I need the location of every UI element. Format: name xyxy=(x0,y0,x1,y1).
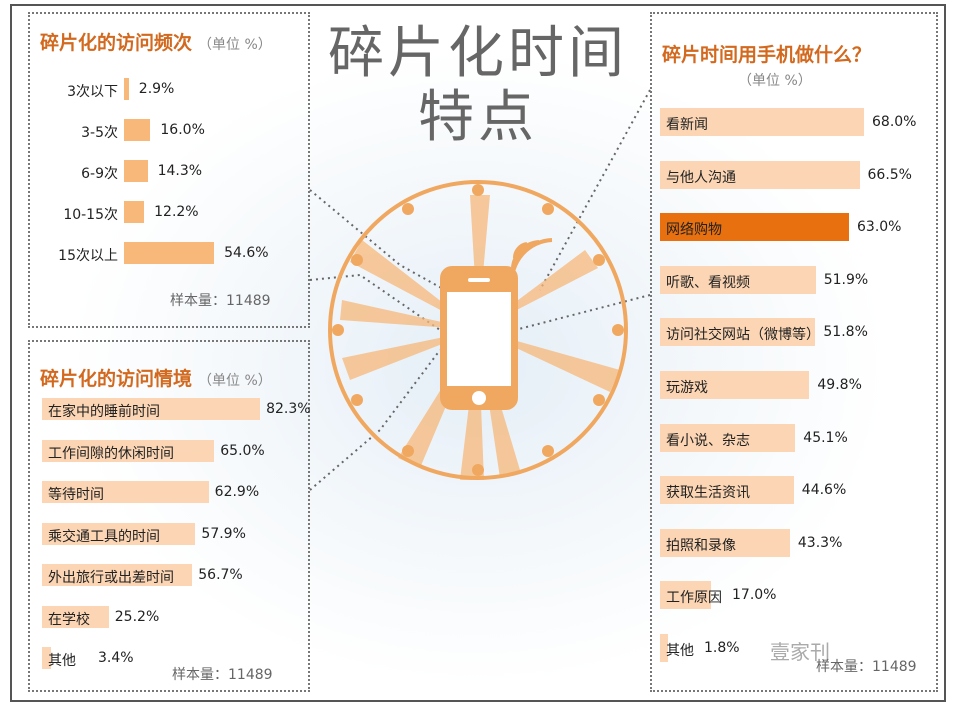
activities-value-label: 68.0% xyxy=(872,114,917,130)
context-category-label: 乘交通工具的时间 xyxy=(48,528,160,545)
activities-bar xyxy=(660,318,816,347)
context-bar xyxy=(42,522,196,545)
frequency-category-label: 3次以下 xyxy=(67,84,118,100)
activities-value-label: 49.8% xyxy=(817,377,862,393)
activities-category-label: 看新闻 xyxy=(666,117,708,133)
frequency-category-label: 3-5次 xyxy=(81,125,118,141)
context-value-label: 82.3% xyxy=(266,401,311,417)
activities-sample: 样本量：11489 xyxy=(816,659,917,675)
activities-bar xyxy=(660,371,810,399)
frequency-bar xyxy=(124,78,129,100)
activities-bar xyxy=(660,265,816,294)
context-category-label: 工作间隙的休闲时间 xyxy=(48,445,174,462)
activities-category-label: 网络购物 xyxy=(666,222,722,239)
context-title-text: 碎片化的访问情境 xyxy=(40,368,193,390)
frequency-title-text: 碎片化的访问频次 xyxy=(40,32,193,54)
activities-bar xyxy=(660,581,711,610)
context-category-label: 外出旅行或出差时间 xyxy=(48,570,174,586)
activities-category-label: 看小说、杂志 xyxy=(666,432,750,449)
activities-value-label: 45.1% xyxy=(803,429,848,446)
activities-bar xyxy=(660,476,794,505)
frequency-bar xyxy=(124,160,148,182)
activities-value-label: 17.0% xyxy=(732,587,777,604)
activities-category-label: 拍照和录像 xyxy=(666,537,736,554)
frequency-sample: 样本量：11489 xyxy=(170,293,271,309)
context-category-label: 在家中的睡前时间 xyxy=(48,404,160,420)
frequency-bar xyxy=(124,119,151,141)
activities-value-label: 66.5% xyxy=(867,166,912,183)
activities-category-label: 听歌、看视频 xyxy=(666,274,750,291)
activities-bar-highlight xyxy=(660,213,849,242)
activities-category-label: 工作原因 xyxy=(666,590,722,607)
context-bar xyxy=(42,647,51,669)
context-bar xyxy=(42,605,109,628)
context-bar xyxy=(42,439,215,462)
frequency-value-label: 16.0% xyxy=(160,122,205,138)
activities-value-label: 51.8% xyxy=(823,324,868,341)
activities-title: 碎片时间用手机做什么？ xyxy=(662,44,872,66)
context-category-label: 等待时间 xyxy=(48,487,104,503)
context-bar xyxy=(42,398,261,420)
activities-value-label: 63.0% xyxy=(857,219,902,236)
main-title: 碎片化时间 特点 xyxy=(318,22,638,150)
context-bar xyxy=(42,564,193,586)
frequency-category-label: 10-15次 xyxy=(63,207,118,223)
frequency-value-label: 2.9% xyxy=(138,81,175,97)
activities-value-label: 51.9% xyxy=(823,271,869,288)
context-value-label: 3.4% xyxy=(98,650,134,666)
context-panel xyxy=(28,340,310,692)
activities-category-label: 玩游戏 xyxy=(666,380,708,396)
frequency-value-label: 14.3% xyxy=(157,163,203,179)
context-category-label: 其他 xyxy=(48,653,76,669)
frequency-bar xyxy=(124,201,145,223)
activities-category-label: 其他 xyxy=(666,643,694,659)
activities-unit: （单位 %） xyxy=(738,73,812,89)
context-bar xyxy=(42,481,209,503)
frequency-value-label: 54.6% xyxy=(224,245,269,261)
activities-category-label: 获取生活资讯 xyxy=(666,485,750,502)
frequency-unit: （单位 %） xyxy=(198,37,272,53)
frequency-title: 碎片化的访问频次 （单位 %） xyxy=(40,28,272,55)
activities-bar xyxy=(660,108,864,136)
context-value-label: 25.2% xyxy=(114,608,160,625)
context-sample: 样本量：11489 xyxy=(172,667,273,683)
frequency-bar xyxy=(124,242,215,264)
activities-value-label: 1.8% xyxy=(704,640,740,656)
context-value-label: 65.0% xyxy=(220,442,265,459)
main-title-line2: 特点 xyxy=(418,85,538,150)
activities-value-label: 44.6% xyxy=(801,482,847,499)
frequency-panel xyxy=(28,12,310,328)
activities-bar xyxy=(660,528,790,557)
context-title: 碎片化的访问情境 （单位 %） xyxy=(40,364,272,391)
watermark-logo: 壹家刊 xyxy=(770,640,830,664)
frequency-value-label: 12.2% xyxy=(154,204,199,220)
main-title-line1: 碎片化时间 xyxy=(328,21,628,86)
context-value-label: 62.9% xyxy=(214,484,260,500)
activities-category-label: 与他人沟通 xyxy=(666,169,736,186)
activities-panel xyxy=(650,12,938,692)
activities-value-label: 43.3% xyxy=(797,534,843,551)
frequency-category-label: 6-9次 xyxy=(81,166,118,182)
activities-category-label: 访问社交网站（微博等） xyxy=(666,327,820,344)
frequency-category-label: 15次以上 xyxy=(58,248,118,264)
context-category-label: 在学校 xyxy=(48,611,90,628)
activities-bar xyxy=(660,634,668,662)
context-unit: （单位 %） xyxy=(198,373,272,389)
activities-bar xyxy=(660,423,796,452)
context-value-label: 56.7% xyxy=(198,567,243,583)
context-value-label: 57.9% xyxy=(201,525,246,542)
activities-bar xyxy=(660,160,860,189)
